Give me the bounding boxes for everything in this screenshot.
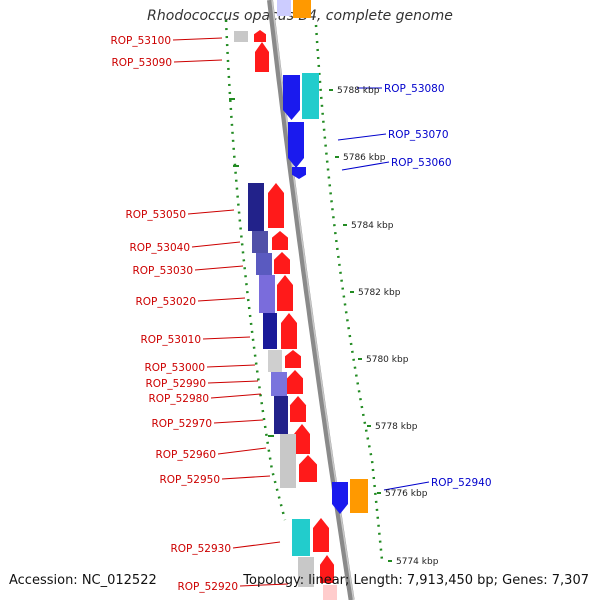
left-label-ROP_53050: ROP_53050 <box>125 209 186 221</box>
right-label-ROP_52940: ROP_52940 <box>431 477 492 489</box>
right-label-ROP_53080: ROP_53080 <box>384 83 445 95</box>
red-gene-13 <box>320 555 334 583</box>
left-dotted-track <box>224 19 287 521</box>
left-label-ROP_52920-leader <box>239 583 289 587</box>
left-label-ROP_53030: ROP_53030 <box>132 265 193 277</box>
left-gene-block-6 <box>268 350 282 372</box>
left-label-ROP_52970-leader <box>213 419 264 424</box>
red-gene-0 <box>254 30 266 42</box>
left-gene-block-9 <box>280 434 296 488</box>
scale-label-0: 5788 kbp <box>337 86 380 96</box>
left-label-ROP_53040: ROP_53040 <box>129 242 190 254</box>
red-gene-3 <box>272 231 288 250</box>
left-label-ROP_53000-leader <box>206 364 256 368</box>
left-label-ROP_53020: ROP_53020 <box>135 296 196 308</box>
left-label-ROP_53100-leader <box>172 37 223 41</box>
scale-labels: 5788 kbp 5786 kbp 5784 kbp 5782 kbp 5780 kbp… <box>329 86 439 567</box>
gene-features <box>229 0 368 600</box>
right-label-ROP_53060: ROP_53060 <box>391 157 452 169</box>
left-gene-block-5 <box>263 313 277 349</box>
red-gene-7 <box>285 350 301 368</box>
left-gene-block-1 <box>248 183 264 231</box>
right-label-ROP_53070: ROP_53070 <box>388 129 449 141</box>
orange-gene-52940b <box>350 479 368 513</box>
left-gene-block-7 <box>271 372 287 396</box>
left-label-ROP_53010-leader <box>202 336 251 340</box>
left-label-ROP_53090-leader <box>173 59 223 63</box>
pink-gene-bottom <box>323 585 337 600</box>
left-label-ROP_52950: ROP_52950 <box>159 474 220 486</box>
left-gene-block-3 <box>256 253 272 275</box>
left-label-ROP_52980-leader <box>210 393 262 399</box>
left-label-ROP_52990: ROP_52990 <box>145 378 206 390</box>
left-label-ROP_53010: ROP_53010 <box>140 334 201 346</box>
gene-labels: ROP_53100 ROP_53090 ROP_53050 ROP_53040 ROP_… <box>110 35 491 593</box>
left-label-ROP_52960-leader <box>217 447 267 455</box>
right-label-ROP_53060-leader <box>341 161 390 171</box>
left-gene-block-2 <box>252 231 268 253</box>
scale-label-4: 5780 kbp <box>366 355 409 365</box>
left-label-ROP_52960: ROP_52960 <box>155 449 216 461</box>
left-gene-block-0 <box>234 31 248 42</box>
left-gene-block-8 <box>274 396 288 434</box>
scale-label-5: 5778 kbp <box>375 422 418 432</box>
scale-label-3: 5782 kbp <box>358 288 401 298</box>
left-label-ROP_52930: ROP_52930 <box>170 543 231 555</box>
red-gene-9 <box>290 396 306 422</box>
red-gene-4 <box>274 252 290 274</box>
blue-gene-53070 <box>288 122 304 168</box>
left-label-ROP_52970: ROP_52970 <box>151 418 212 430</box>
cyan-gene-53080b <box>302 73 319 119</box>
red-gene-8 <box>287 370 303 394</box>
blue-gene-52940 <box>332 482 348 514</box>
red-gene-6 <box>281 313 297 349</box>
left-label-ROP_53020-leader <box>197 297 246 302</box>
accession-text: Accession: NC_012522 <box>9 573 157 588</box>
red-gene-10 <box>294 424 310 454</box>
orange-gene-top <box>293 0 311 18</box>
blue-gene-53060 <box>292 167 306 179</box>
right-label-ROP_53070-leader <box>337 133 387 141</box>
left-gene-block-11 <box>298 557 314 587</box>
blue-gene-53080 <box>283 75 300 120</box>
scale-label-7: 5774 kbp <box>396 557 439 567</box>
right-label-ROP_52940-leader <box>383 481 430 491</box>
left-label-ROP_52920: ROP_52920 <box>177 581 238 593</box>
red-gene-11 <box>299 455 317 482</box>
left-label-ROP_52950-leader <box>221 475 271 480</box>
red-gene-2 <box>268 183 284 228</box>
right-dotted-track <box>314 24 384 561</box>
left-label-ROP_53100: ROP_53100 <box>110 35 171 47</box>
red-gene-12 <box>313 518 329 552</box>
left-label-ROP_53030-leader <box>194 265 244 271</box>
scale-label-2: 5784 kbp <box>351 221 394 231</box>
scale-label-6: 5776 kbp <box>385 489 428 499</box>
lavender-gene-top <box>277 0 291 16</box>
left-gene-block-10 <box>292 519 310 556</box>
genome-summary-text: Topology: linear; Length: 7,913,450 bp; … <box>243 573 589 588</box>
left-label-ROP_52990-leader <box>207 380 259 384</box>
left-label-ROP_53050-leader <box>187 209 235 215</box>
left-label-ROP_52930-leader <box>232 541 281 549</box>
red-gene-1 <box>255 42 269 72</box>
left-gene-block-4 <box>259 275 275 313</box>
left-label-ROP_53040-leader <box>191 241 241 248</box>
left-label-ROP_53000: ROP_53000 <box>144 362 205 374</box>
scale-label-1: 5786 kbp <box>343 153 386 163</box>
left-label-ROP_52980: ROP_52980 <box>148 393 209 405</box>
red-gene-5 <box>277 275 293 311</box>
left-label-ROP_53090: ROP_53090 <box>111 57 172 69</box>
